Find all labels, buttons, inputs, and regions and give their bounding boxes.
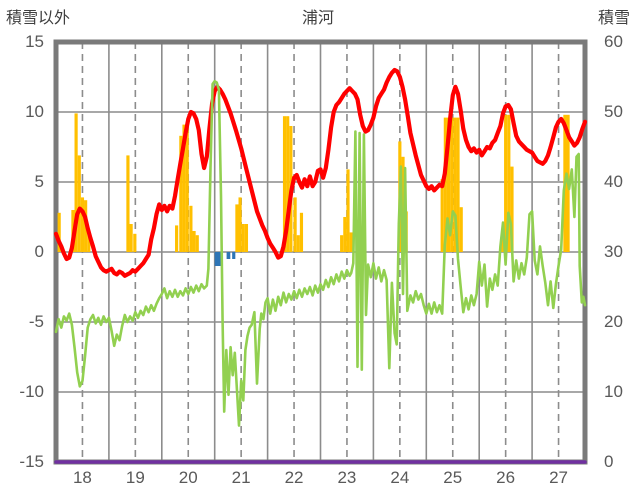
left-axis-tick: 10: [25, 102, 44, 121]
orange-bars: [453, 117, 457, 252]
left-axis-tick: 15: [25, 32, 44, 51]
orange-bars: [459, 207, 463, 252]
orange-bars: [57, 212, 61, 252]
orange-bars: [192, 231, 196, 252]
orange-bars: [340, 235, 344, 252]
left-axis-title: 積雪以外: [6, 10, 71, 27]
left-axis-tick: -10: [19, 382, 44, 401]
right-axis-tick: 50: [604, 102, 623, 121]
right-axis-tick: 20: [604, 312, 623, 331]
orange-bars: [189, 205, 193, 252]
orange-bars: [238, 197, 242, 252]
blue-bars: [226, 252, 231, 259]
orange-bars: [296, 235, 300, 252]
chart-title: 浦河: [301, 10, 335, 27]
orange-bars: [440, 179, 444, 252]
orange-bars: [87, 231, 91, 252]
x-axis-day-label: 23: [337, 468, 357, 487]
right-axis-tick: 30: [604, 242, 623, 261]
orange-bars: [195, 235, 199, 252]
orange-bars: [346, 169, 350, 252]
orange-bars: [510, 166, 514, 252]
right-axis-tick: 0: [604, 452, 614, 471]
orange-bars: [286, 116, 290, 252]
orange-bars: [443, 117, 447, 252]
right-axis-tick: 10: [604, 382, 623, 401]
orange-bars: [129, 224, 133, 252]
orange-bars: [349, 232, 353, 252]
orange-bars: [126, 155, 130, 252]
orange-bars: [80, 197, 85, 252]
left-axis-tick: -15: [19, 452, 44, 471]
blue-bars: [214, 252, 222, 266]
right-axis-title: 積雪: [597, 10, 630, 27]
orange-bars: [343, 217, 347, 252]
orange-bars: [133, 233, 137, 252]
x-axis-day-label: 25: [443, 468, 463, 487]
x-axis-day-label: 21: [231, 468, 251, 487]
x-axis-day-label: 26: [496, 468, 516, 487]
orange-bars: [74, 113, 78, 253]
left-axis-tick: -5: [28, 312, 44, 331]
orange-bars: [235, 204, 239, 252]
x-axis-day-label: 20: [178, 468, 198, 487]
orange-bars: [504, 114, 508, 252]
orange-bars: [282, 116, 287, 252]
x-axis-day-label: 18: [72, 468, 92, 487]
orange-bars: [450, 117, 454, 252]
green-line: [54, 79, 587, 427]
orange-bars: [456, 117, 460, 252]
orange-bars: [179, 135, 183, 252]
x-axis-day-label: 24: [390, 468, 410, 487]
orange-bars: [446, 117, 451, 252]
blue-bars: [232, 252, 236, 259]
orange-bars: [500, 238, 505, 252]
right-axis-tick: 40: [604, 172, 623, 191]
left-axis-tick: 0: [34, 242, 44, 261]
orange-bars: [182, 124, 186, 252]
x-axis-day-label: 19: [125, 468, 145, 487]
orange-bars: [77, 155, 81, 252]
orange-bars: [241, 224, 245, 252]
orange-bars: [185, 124, 189, 252]
orange-bars: [293, 197, 297, 252]
left-axis-tick: 5: [34, 172, 44, 191]
orange-bars: [175, 225, 179, 252]
x-axis-day-label: 27: [549, 468, 569, 487]
orange-bars: [244, 224, 249, 252]
orange-bars: [299, 212, 304, 252]
orange-bars: [401, 156, 405, 252]
orange-bars: [507, 114, 511, 252]
red-line: [53, 67, 588, 278]
x-axis-day-label: 22: [284, 468, 304, 487]
right-axis-tick: 60: [604, 32, 623, 51]
